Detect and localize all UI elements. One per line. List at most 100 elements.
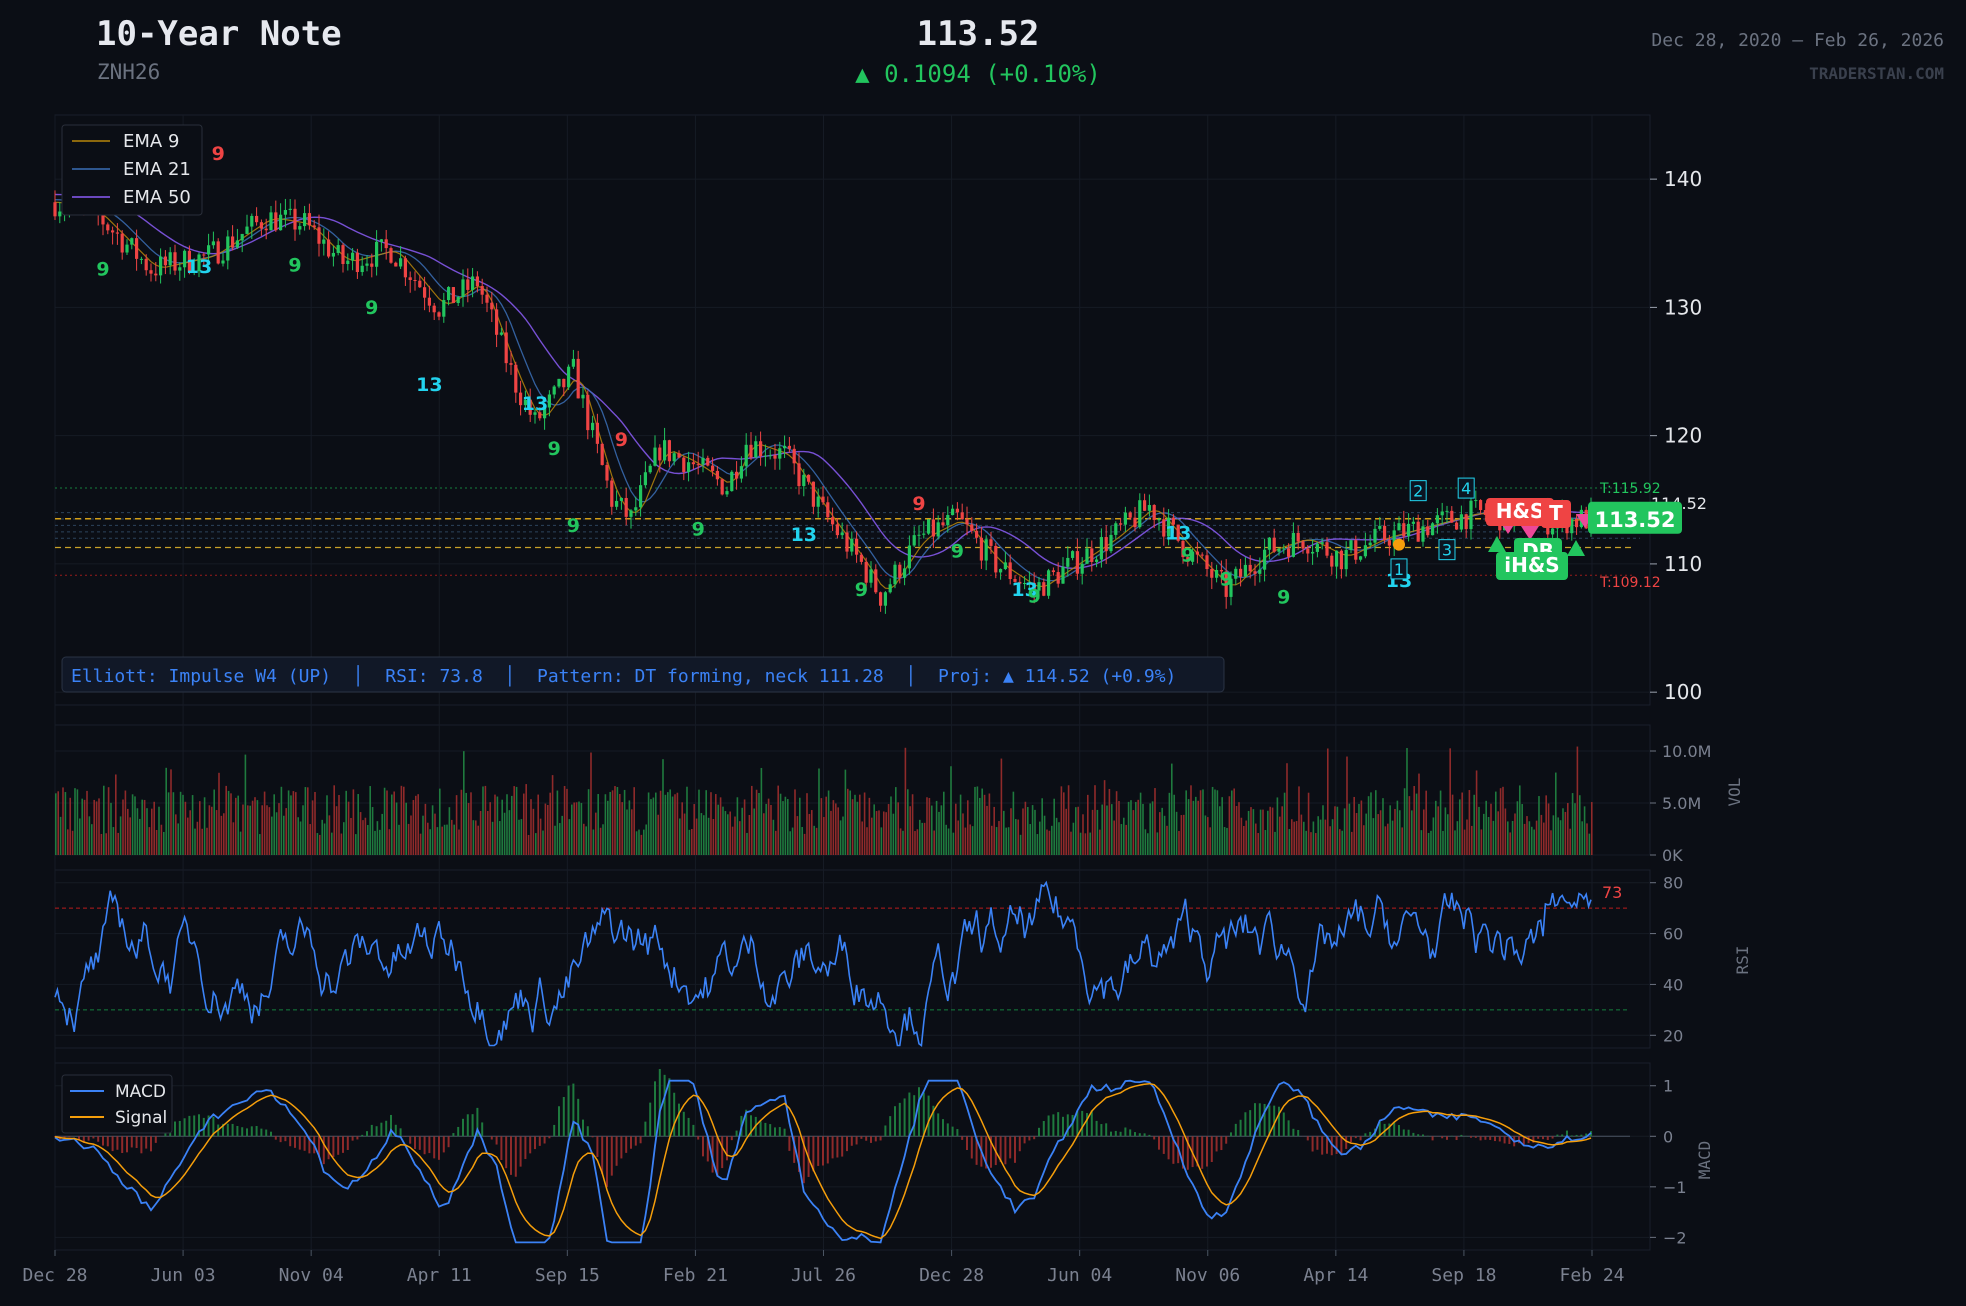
volume-bar: [1362, 825, 1365, 855]
volume-bar: [772, 819, 775, 855]
macd-hist-bar: [490, 1136, 493, 1140]
volume-bar: [849, 790, 851, 855]
volume-bar: [717, 804, 719, 855]
pattern-badge-label: T: [1549, 501, 1563, 525]
volume-bar: [230, 793, 232, 855]
volume-bar: [719, 797, 722, 855]
volume-bar: [1194, 796, 1197, 855]
macd-hist-bar: [1383, 1123, 1386, 1137]
elliott-box: [1457, 477, 1475, 499]
volume-bar: [388, 829, 391, 855]
volume-bar: [1286, 763, 1288, 855]
volume-bar: [484, 785, 487, 855]
candle-body: [811, 481, 815, 507]
volume-bar: [1475, 770, 1478, 855]
macd-hist-bar: [284, 1136, 287, 1142]
volume-bar: [1454, 830, 1456, 855]
volume-bar: [1384, 826, 1387, 855]
volume-bar: [940, 805, 943, 855]
marker-dot: [1392, 538, 1405, 551]
volume-bar: [1444, 807, 1447, 855]
candle-body: [274, 212, 278, 231]
candle-body: [442, 300, 446, 317]
volume-bar: [1576, 746, 1579, 855]
macd-hist-bar: [509, 1136, 512, 1175]
macd-hist-bar: [121, 1136, 124, 1153]
macd-hist-bar: [946, 1123, 949, 1137]
macd-hist-bar: [1575, 1134, 1578, 1137]
volume-bar: [1334, 806, 1336, 855]
macd-hist-bar: [154, 1136, 157, 1143]
volume-bar: [755, 789, 758, 855]
volume-bar: [390, 794, 393, 855]
macd-hist-bar: [437, 1136, 440, 1160]
volume-bar: [1389, 805, 1391, 855]
volume-bar: [280, 786, 283, 855]
volume-bar: [93, 799, 95, 855]
macd-hist-bar: [970, 1136, 973, 1159]
candle-body: [1392, 530, 1396, 546]
volume-bar: [1202, 789, 1204, 855]
volume-bar: [1547, 803, 1550, 855]
volume-bar: [1350, 831, 1353, 855]
price-change: ▲ 0.1094 (+0.10%): [855, 60, 1101, 88]
macd-hist-bar: [701, 1136, 704, 1157]
macd-hist-bar: [860, 1136, 863, 1139]
candle-body: [1186, 557, 1190, 562]
candle-body: [542, 407, 547, 419]
macd-hist-bar: [1028, 1136, 1031, 1141]
volume-bar: [702, 815, 705, 855]
macd-hist-bar: [351, 1136, 354, 1141]
macd-hist-bar: [1503, 1136, 1506, 1144]
td-count-label: 9: [96, 258, 109, 280]
volume-bar: [1185, 790, 1187, 855]
candle-body: [840, 532, 844, 536]
candle-body: [1459, 514, 1463, 530]
volume-bar: [930, 805, 933, 855]
macd-hist-bar: [1153, 1136, 1156, 1140]
candle-body: [427, 297, 431, 306]
volume-bar: [532, 808, 535, 855]
macd-hist-bar: [231, 1123, 234, 1137]
price-tick-label: 100: [1664, 680, 1702, 704]
macd-hist-bar: [1210, 1136, 1213, 1162]
volume-bar: [678, 818, 681, 855]
macd-hist-bar: [447, 1136, 450, 1148]
volume-bar: [705, 790, 707, 855]
macd-hist-bar: [620, 1136, 623, 1159]
macd-hist-bar: [1484, 1136, 1487, 1140]
volume-bar: [1540, 814, 1543, 855]
macd-hist-bar: [759, 1121, 762, 1137]
macd-hist-bar: [269, 1131, 272, 1137]
elliott-box: [1409, 480, 1427, 502]
volume-bar: [1238, 802, 1240, 855]
volume-bar: [105, 833, 107, 855]
volume-bar: [534, 833, 537, 855]
volume-bar: [813, 825, 815, 855]
volume-bar: [362, 820, 364, 855]
candle-body: [1138, 500, 1142, 528]
candle-body: [1243, 564, 1247, 577]
volume-bar: [1398, 810, 1401, 855]
candle-body: [259, 222, 263, 229]
volume-bar: [1036, 834, 1039, 855]
macd-hist-bar: [1167, 1136, 1170, 1160]
macd-hist-bar: [385, 1120, 388, 1137]
volume-bar: [239, 831, 242, 855]
candle-body: [182, 250, 187, 268]
volume-bar: [1120, 824, 1123, 855]
volume-bar: [498, 821, 501, 855]
ema21-line: [54, 199, 1592, 582]
volume-bar: [1528, 821, 1531, 855]
candle-body: [245, 226, 249, 234]
candle-body: [139, 258, 143, 260]
volume-bar: [882, 811, 885, 855]
macd-hist-bar: [1585, 1133, 1588, 1137]
volume-bar: [866, 827, 868, 855]
macd-hist-bar: [1186, 1136, 1189, 1170]
macd-hist-bar: [1479, 1136, 1482, 1141]
candle-body: [1291, 532, 1295, 557]
candle-body: [797, 463, 801, 487]
volume-bar: [566, 788, 568, 855]
